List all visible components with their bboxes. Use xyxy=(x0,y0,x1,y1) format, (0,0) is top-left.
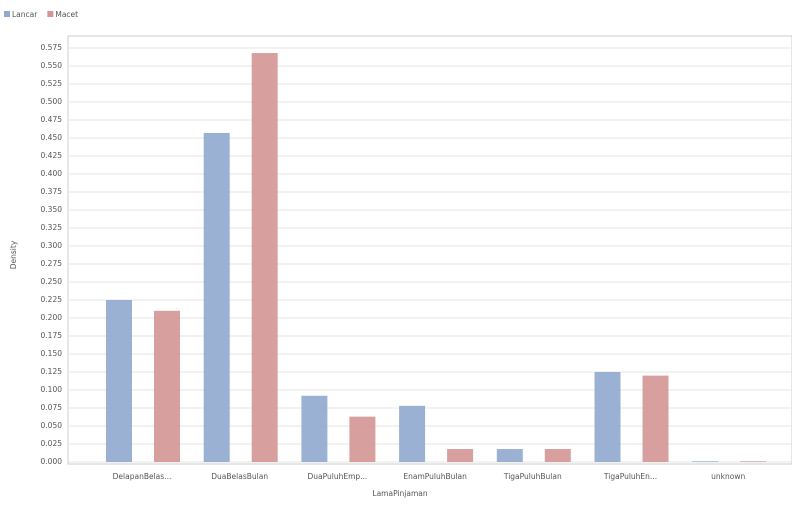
y-tick-label: 0.525 xyxy=(41,79,63,88)
bar xyxy=(496,449,523,462)
y-tick-label: 0.225 xyxy=(41,295,63,304)
y-tick-label: 0.125 xyxy=(41,367,63,376)
y-tick-label: 0.450 xyxy=(41,133,63,142)
y-tick-label: 0.200 xyxy=(41,313,63,322)
bar xyxy=(251,53,278,462)
y-tick-label: 0.400 xyxy=(41,169,63,178)
y-tick-label: 0.550 xyxy=(41,61,63,70)
legend-label: Lancar xyxy=(12,10,38,19)
y-tick-label: 0.075 xyxy=(41,403,63,412)
x-tick-label: EnamPuluhBulan xyxy=(403,472,467,481)
bar xyxy=(106,300,132,462)
y-tick-label: 0.325 xyxy=(41,223,63,232)
x-tick-label: TigaPuluhBulan xyxy=(503,472,562,481)
y-tick-label: 0.500 xyxy=(41,97,63,106)
plot-area xyxy=(67,35,792,465)
y-tick-label: 0.275 xyxy=(41,259,63,268)
bar xyxy=(203,132,230,462)
y-tick-label: 0.150 xyxy=(41,349,63,358)
legend-label: Macet xyxy=(55,10,78,19)
bar xyxy=(642,375,669,462)
y-tick-label: 0.100 xyxy=(41,385,63,394)
y-tick-label: 0.475 xyxy=(41,115,63,124)
bar xyxy=(399,405,426,462)
x-axis-label: LamaPinjaman xyxy=(372,489,427,498)
bar xyxy=(692,461,719,462)
y-tick-label: 0.025 xyxy=(41,439,63,448)
y-tick-label: 0.575 xyxy=(41,43,63,52)
x-tick-label: unknown xyxy=(711,472,745,481)
y-axis-label: Density xyxy=(9,240,18,269)
bar xyxy=(544,449,571,462)
bar xyxy=(154,310,180,462)
bar xyxy=(301,395,328,462)
y-tick-label: 0.250 xyxy=(41,277,63,286)
bar xyxy=(447,449,474,462)
x-tick-label: DuaPuluhEmp... xyxy=(307,472,367,481)
y-tick-label: 0.375 xyxy=(41,187,63,196)
y-tick-label: 0.350 xyxy=(41,205,63,214)
bar xyxy=(594,372,621,462)
x-tick-label: DelapanBelas... xyxy=(113,472,172,481)
y-tick-label: 0.050 xyxy=(41,421,63,430)
x-tick-label: TigaPuluhEn... xyxy=(603,472,657,481)
y-tick-label: 0.175 xyxy=(41,331,63,340)
bar xyxy=(349,416,376,462)
legend-swatch xyxy=(47,11,54,17)
x-tick-label: DuaBelasBulan xyxy=(211,472,268,481)
y-tick-label: 0.000 xyxy=(41,457,63,466)
y-tick-label: 0.425 xyxy=(41,151,63,160)
legend-swatch xyxy=(4,11,10,17)
bar xyxy=(740,461,767,462)
y-tick-label: 0.300 xyxy=(41,241,63,250)
